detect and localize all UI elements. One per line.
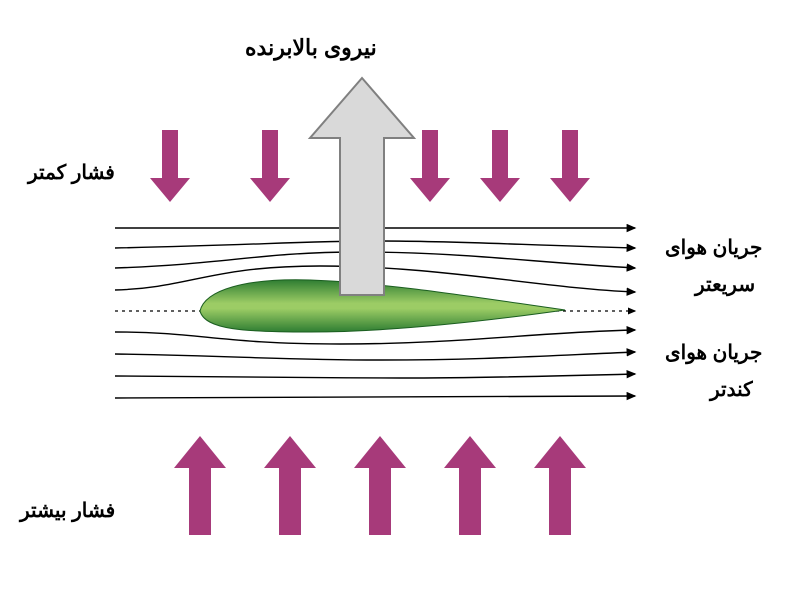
lift-force-label: نیروی بالابرنده	[245, 35, 377, 61]
faster-air-label-2: سریعتر	[695, 272, 755, 297]
faster-air-label-1: جریان هوای	[665, 235, 762, 260]
bottom-pressure-arrows	[174, 436, 586, 535]
lift-arrow	[310, 78, 414, 295]
streamlines-lower	[115, 330, 635, 398]
airfoil-diagram	[0, 0, 800, 607]
slower-air-label-1: جریان هوای	[665, 340, 762, 365]
slower-air-label-2: کندتر	[710, 377, 753, 402]
more-pressure-label: فشار بیشتر	[20, 498, 115, 523]
less-pressure-label: فشار کمتر	[28, 160, 115, 185]
